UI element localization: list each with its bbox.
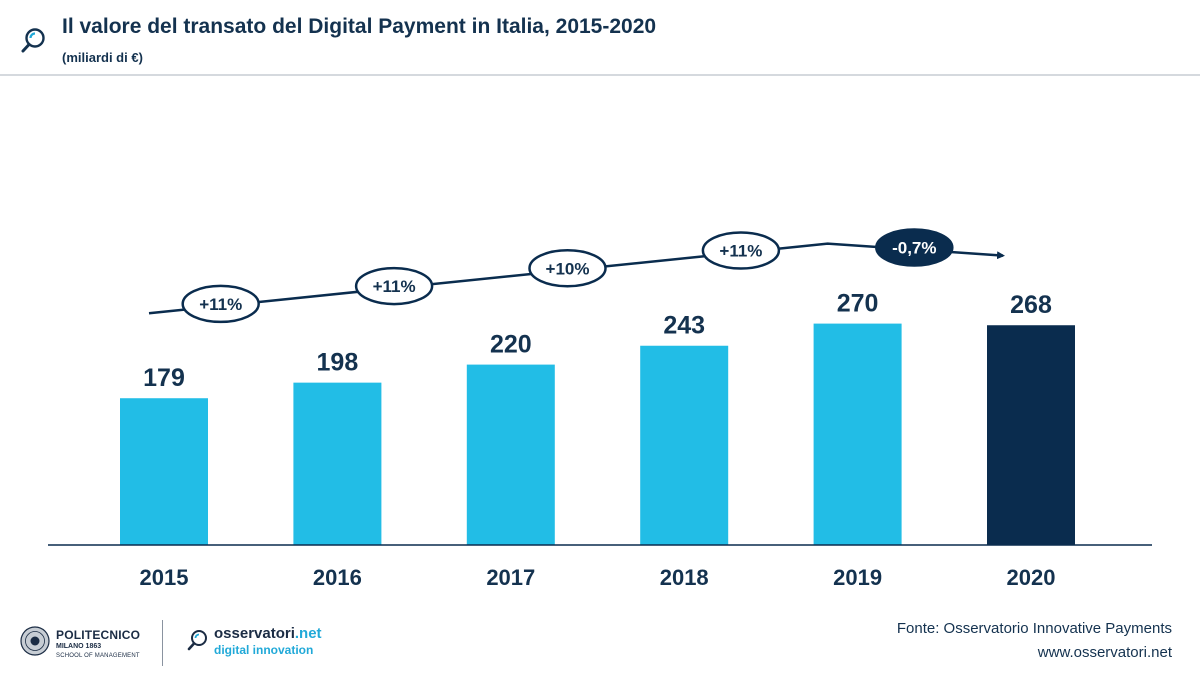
website-link[interactable]: www.osservatori.net <box>1037 644 1172 661</box>
growth-badge-ellipse <box>354 266 434 306</box>
osservatori-brand-suffix: .net <box>294 625 322 642</box>
growth-badge-label: +10% <box>546 259 590 278</box>
growth-badge-ellipse <box>875 228 954 267</box>
value-label-2019: 270 <box>837 290 879 318</box>
footer-divider <box>162 620 163 666</box>
growth-badge-2016: +11% <box>181 284 260 324</box>
header-divider <box>0 74 1200 76</box>
footer: POLITECNICO MILANO 1863 SCHOOL OF MANAGE… <box>0 606 1200 676</box>
category-label-2015: 2015 <box>140 565 189 590</box>
bar-2020 <box>987 325 1075 545</box>
growth-badge-2017: +11% <box>354 266 434 306</box>
bar-2016 <box>293 382 382 545</box>
category-label-2018: 2018 <box>660 565 709 590</box>
category-label-2016: 2016 <box>313 565 362 590</box>
category-label-2020: 2020 <box>1007 565 1056 590</box>
bar-2017 <box>466 364 555 545</box>
growth-badge-2018: +10% <box>528 249 607 288</box>
value-label-2020: 268 <box>1010 291 1052 319</box>
polimi-name: POLITECNICO <box>56 628 141 642</box>
value-label-2016: 198 <box>317 349 359 377</box>
header: Il valore del transato del Digital Payme… <box>0 0 1200 76</box>
category-label-2019: 2019 <box>833 565 882 590</box>
page-title: Il valore del transato del Digital Payme… <box>62 15 657 38</box>
growth-badge-2020: -0,7% <box>875 228 954 267</box>
value-label-2017: 220 <box>490 331 532 359</box>
polimi-seal-logo <box>20 626 50 656</box>
growth-badge-ellipse <box>181 284 260 324</box>
growth-badge-label: -0,7% <box>892 239 936 258</box>
bar-2015 <box>120 398 208 545</box>
osservatori-logo-icon <box>187 630 207 651</box>
source-note: Fonte: Osservatorio Innovative Payments <box>896 620 1172 637</box>
growth-badge-2019: +11% <box>701 231 781 270</box>
page-subtitle: (miliardi di €) <box>62 50 143 65</box>
osservatori-brand: osservatori.net <box>214 625 322 642</box>
osservatori-brand-name: osservatori <box>214 625 295 642</box>
growth-badge-label: +11% <box>373 277 416 296</box>
polimi-school: SCHOOL OF MANAGEMENT <box>56 653 140 659</box>
osservatori-tagline: digital innovation <box>214 643 314 657</box>
value-label-2018: 243 <box>663 312 705 340</box>
bar-chart: 179 198 220 243 270 268 2015 2016 2017 2018 2019 2… <box>48 228 1152 590</box>
growth-badge-ellipse <box>528 249 607 288</box>
polimi-city: MILANO 1863 <box>56 643 102 650</box>
growth-badge-ellipse <box>701 231 781 270</box>
magnifier-logo-icon <box>21 28 45 53</box>
value-label-2015: 179 <box>143 364 185 392</box>
bar-2019 <box>813 323 902 545</box>
category-label-2017: 2017 <box>486 565 535 590</box>
growth-badge-label: +11% <box>719 241 762 260</box>
bar-2018 <box>640 345 729 545</box>
growth-badge-label: +11% <box>199 295 242 314</box>
